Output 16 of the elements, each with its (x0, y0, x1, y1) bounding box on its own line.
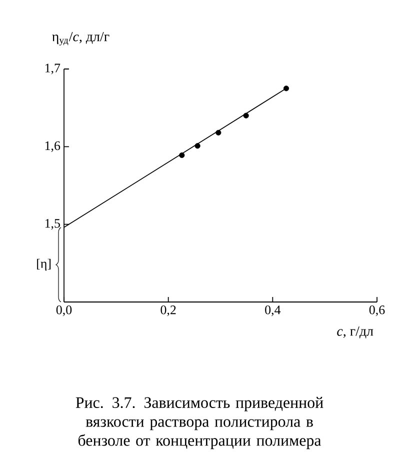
x-axis-title: c, г/дл (337, 326, 374, 338)
x-tick-label: 0,4 (265, 306, 281, 316)
x-tick-label: 0,2 (160, 306, 176, 316)
y-axis-title: η$_{уд}$/c, дл/г (52, 32, 110, 46)
y-tick-label: 1,5 (45, 219, 60, 230)
y-tick-label: 1,6 (45, 141, 60, 152)
text: [η] (37, 258, 51, 271)
point (243, 112, 249, 118)
point (179, 152, 185, 158)
point (216, 130, 222, 136)
x-tick-label: 0,6 (369, 306, 385, 316)
y-tick-label: 1,7 (45, 64, 60, 74)
text: Рис. 3.7. Зависимость приведенной вязкости раствора полистирола в бензоле от концентрации полимера (76, 396, 324, 450)
x-tick-label: 0,0 (56, 306, 72, 316)
point (194, 143, 200, 149)
point (283, 86, 290, 92)
